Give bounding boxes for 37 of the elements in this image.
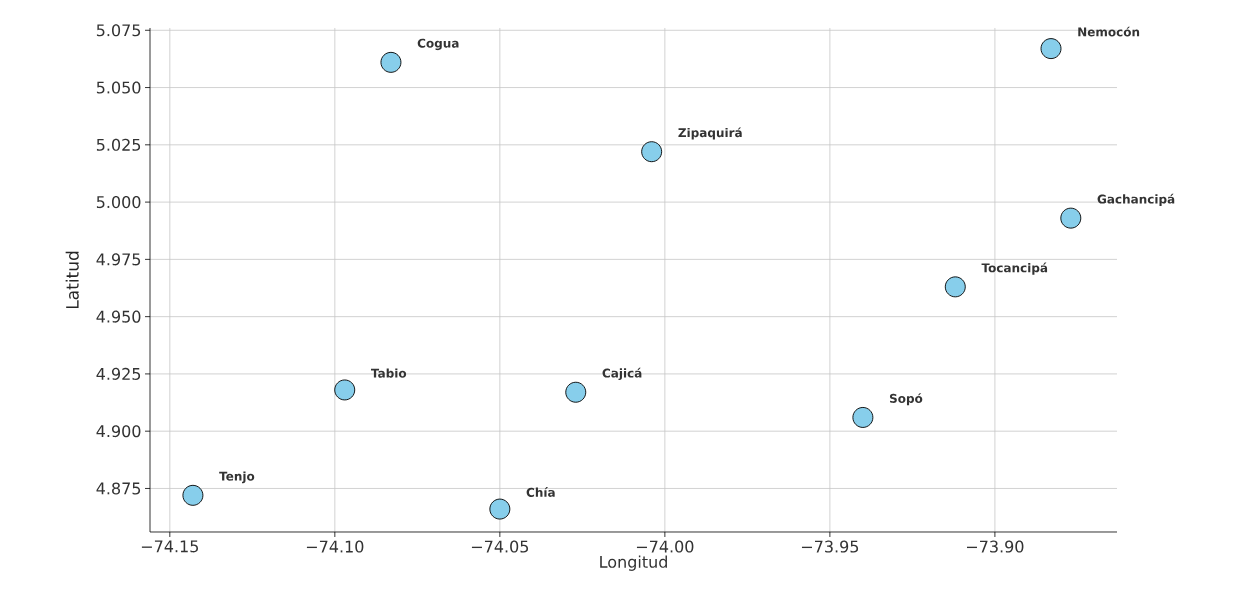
point — [489, 498, 511, 520]
x-tick-label: −73.90 — [966, 540, 1024, 553]
annotation: Cajicá — [602, 367, 642, 381]
y-tick-label: 4.875 — [96, 482, 141, 495]
point — [852, 406, 874, 428]
annotation: Tenjo — [219, 471, 255, 484]
y-tick-label: 5.000 — [96, 196, 141, 209]
annotation: Chía — [526, 487, 555, 497]
y-tick-label: 4.900 — [96, 425, 141, 438]
x-tick-label: −74.15 — [141, 540, 199, 553]
x-axis-title: Longitud — [600, 555, 667, 571]
x-tick-label: −74.05 — [471, 540, 529, 553]
point — [641, 141, 663, 163]
annotation: Nemocón — [1078, 26, 1140, 37]
y-tick-label: 5.050 — [96, 81, 141, 94]
x-tick-label: −73.95 — [801, 540, 859, 553]
point — [565, 381, 587, 403]
y-tick-label: 5.075 — [96, 24, 141, 37]
point — [380, 51, 402, 73]
y-tick-label: 5.025 — [96, 138, 141, 151]
point — [944, 276, 966, 298]
y-tick-label: 4.950 — [96, 310, 141, 323]
point — [334, 379, 356, 401]
annotation: Sopó — [889, 393, 923, 406]
point — [1060, 207, 1082, 229]
point — [182, 484, 204, 506]
annotation: Tocancipá — [981, 262, 1048, 275]
y-tick-label: 4.925 — [96, 367, 141, 380]
annotation: Zipaquirá — [678, 127, 742, 140]
annotation: Cogua — [417, 38, 459, 51]
x-tick-label: −74.10 — [306, 540, 364, 553]
annotation: Gachancipá — [1097, 193, 1175, 206]
annotation: Tabio — [370, 368, 407, 378]
point — [1040, 38, 1062, 60]
x-tick-label: −74.00 — [636, 540, 694, 553]
y-tick-label: 4.975 — [96, 253, 141, 266]
y-axis-title: Latitud — [65, 251, 79, 309]
